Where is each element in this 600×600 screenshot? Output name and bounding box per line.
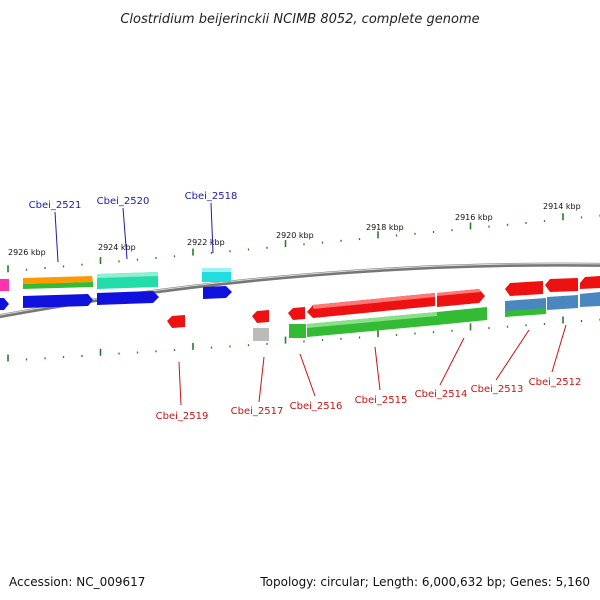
gene-feature-magenta[interactable]: [0, 279, 9, 291]
gene-label-cbei-2512[interactable]: Cbei_2512: [529, 377, 582, 388]
kbp-label-2926: 2926 kbp: [8, 248, 46, 257]
genome-summary-text: Topology: circular; Length: 6,000,632 bp…: [259, 575, 590, 589]
kbp-label-2922: 2922 kbp: [187, 238, 225, 247]
gene-cbei-2517[interactable]: [252, 310, 269, 341]
kbp-label-2918: 2918 kbp: [366, 223, 404, 232]
kbp-ruler-inner: [7, 316, 600, 362]
gene-label-cbei-2514[interactable]: Cbei_2514: [415, 389, 468, 400]
gene-label-cbei-2519[interactable]: Cbei_2519: [156, 411, 209, 422]
gene-cbei-2514[interactable]: [437, 289, 487, 325]
kbp-label-2920: 2920 kbp: [276, 231, 314, 240]
gene-feature-blue-left[interactable]: [0, 298, 9, 310]
gene-cbei-2519[interactable]: [167, 315, 185, 328]
gene-cbei-2518[interactable]: [202, 268, 232, 299]
kbp-label-2916: 2916 kbp: [455, 213, 493, 222]
gene-label-cbei-2513[interactable]: Cbei_2513: [471, 384, 524, 395]
gene-cbei-2516[interactable]: [288, 307, 306, 338]
kbp-label-2924: 2924 kbp: [98, 243, 136, 252]
gene-cbei-2513[interactable]: [505, 281, 546, 317]
map-title: Clostridium beijerinckii NCIMB 8052, com…: [120, 12, 479, 27]
kbp-ruler-outer: [7, 213, 600, 273]
gene-cbei-2512[interactable]: [545, 276, 600, 310]
gene-label-cbei-2518[interactable]: Cbei_2518: [185, 191, 238, 202]
gene-label-cbei-2521[interactable]: Cbei_2521: [29, 200, 82, 211]
gene-cbei-2521[interactable]: [23, 276, 93, 308]
gene-label-cbei-2517[interactable]: Cbei_2517: [231, 406, 284, 417]
kbp-label-2914: 2914 kbp: [543, 202, 581, 211]
gene-label-cbei-2516[interactable]: Cbei_2516: [290, 401, 343, 412]
gene-cbei-2520[interactable]: [97, 272, 159, 305]
label-leaders: [54, 202, 567, 406]
gene-label-cbei-2520[interactable]: Cbei_2520: [97, 196, 150, 207]
gene-label-cbei-2515[interactable]: Cbei_2515: [355, 395, 408, 406]
accession-text: Accession: NC_009617: [9, 575, 145, 589]
gene-cbei-2515[interactable]: [307, 293, 437, 337]
